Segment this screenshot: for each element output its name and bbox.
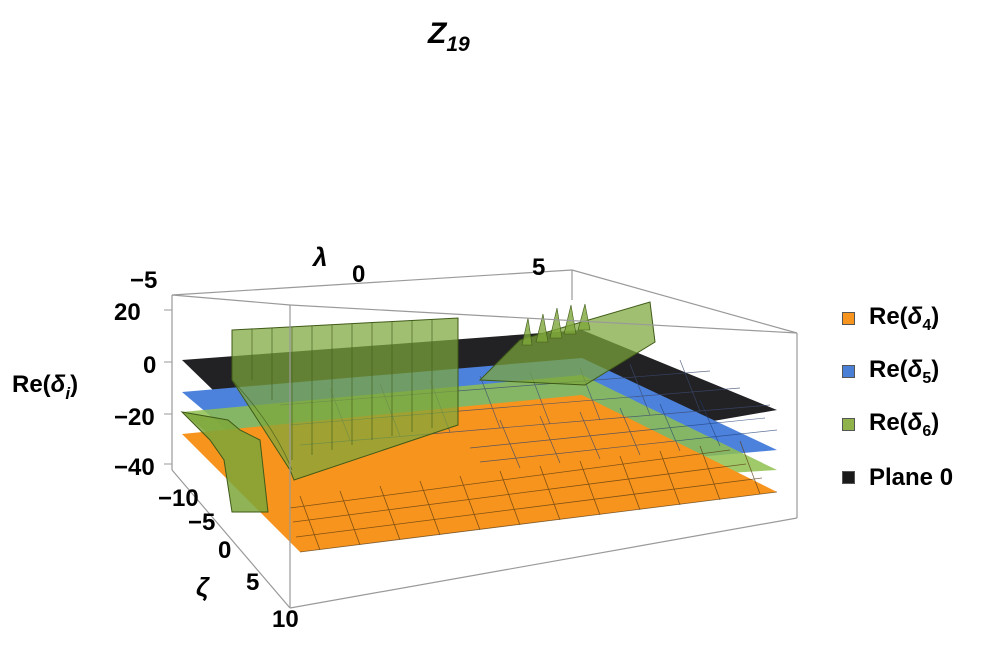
- legend-label: Re(δ6): [869, 408, 940, 440]
- orange-surface-grid: [289, 440, 778, 553]
- re-delta6-spikes: [521, 303, 591, 346]
- legend-swatch-orange: [842, 312, 855, 325]
- legend-swatch-blue: [842, 365, 855, 378]
- z-tick-label: −20: [114, 404, 155, 431]
- legend-label: Plane 0: [869, 463, 954, 491]
- lambda-tick-label: −5: [130, 267, 157, 294]
- re-delta6-wall-left-ribs: [231, 320, 433, 471]
- z-tick-label: 20: [114, 299, 141, 326]
- chart-title-subscript: 19: [446, 33, 470, 56]
- z-tick-label: 0: [143, 352, 156, 379]
- zeta-axis-label: ζ: [196, 572, 210, 602]
- legend-item-re-delta6: Re(δ6): [842, 398, 1002, 451]
- zeta-tick-label: 10: [272, 606, 299, 633]
- legend-swatch-green: [842, 418, 855, 431]
- z-axis-label: Re(δi): [12, 371, 78, 403]
- blue-surface-grid: [469, 399, 778, 469]
- bounding-box-back: [171, 269, 798, 334]
- z-tick-label: −40: [114, 454, 155, 481]
- lambda-tick-label: 0: [352, 261, 365, 288]
- chart-title: Z19: [427, 17, 470, 56]
- lambda-tick-label: 5: [532, 254, 545, 281]
- legend: Re(δ4) Re(δ5) Re(δ6) Plane 0: [842, 292, 1002, 504]
- zeta-tick-label: 0: [218, 537, 231, 564]
- legend-swatch-black: [842, 471, 855, 484]
- lambda-axis-label: λ: [311, 242, 327, 272]
- re-delta6-dip: [180, 411, 269, 513]
- legend-item-re-delta4: Re(δ4): [842, 292, 1002, 345]
- z-axis-ticks: [164, 309, 172, 465]
- legend-item-re-delta5: Re(δ5): [842, 345, 1002, 398]
- bounding-box-front: [171, 294, 798, 609]
- legend-label: Re(δ5): [869, 355, 940, 387]
- zeta-tick-label: 5: [246, 569, 259, 596]
- legend-item-plane-0: Plane 0: [842, 451, 1002, 504]
- legend-label: Re(δ4): [869, 302, 940, 334]
- zeta-tick-label: −5: [188, 509, 215, 536]
- zeta-tick-label: −10: [158, 485, 199, 512]
